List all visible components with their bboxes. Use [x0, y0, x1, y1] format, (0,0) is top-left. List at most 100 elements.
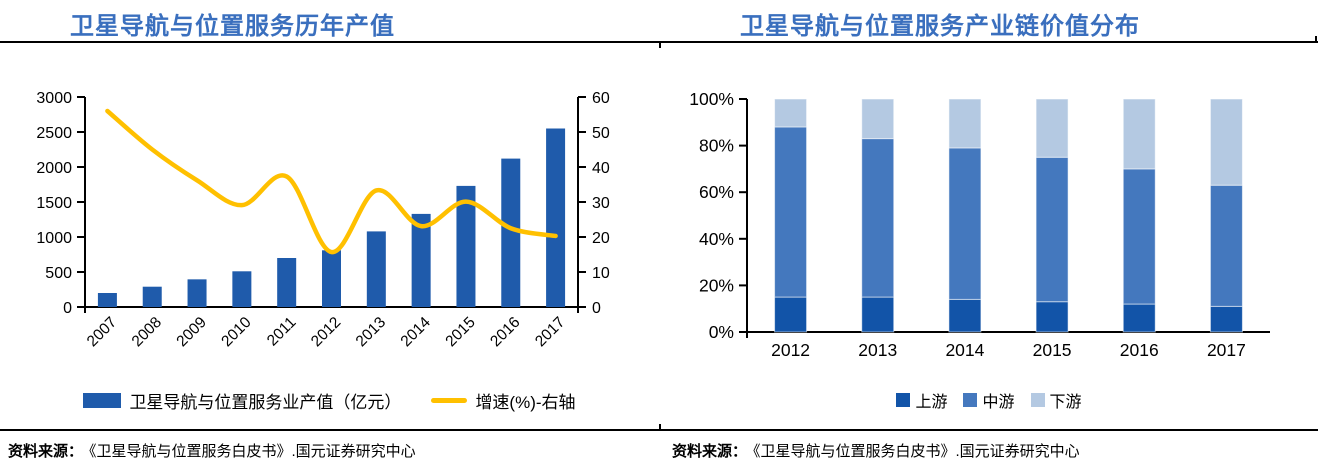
x-axis-label: 2012	[771, 340, 810, 360]
bar-2010	[232, 271, 252, 307]
segment-中游	[774, 126, 808, 298]
segment-中游	[861, 138, 895, 298]
x-axis-label: 2013	[858, 340, 897, 360]
source-label: 资料来源：	[8, 443, 84, 460]
segment-中游	[1122, 168, 1156, 305]
segment-下游	[1122, 98, 1156, 170]
svg-text:2011: 2011	[264, 314, 300, 350]
legend-label: 增速(%)-右轴	[475, 393, 576, 412]
stacked-bar-2015	[1035, 98, 1069, 333]
segment-上游	[1209, 305, 1243, 333]
right-axis-tick-label: 10	[592, 265, 610, 282]
segment-中游	[1209, 184, 1243, 307]
bar-2015	[456, 185, 476, 307]
square-swatch-icon	[896, 393, 911, 407]
source-text: 《卫星导航与位置服务白皮书》.国元证券研究中心	[753, 443, 1080, 460]
header-rule	[0, 41, 1318, 43]
bar-2009	[187, 279, 207, 307]
header-rule-right-notch	[1315, 36, 1317, 41]
svg-text:2010: 2010	[218, 314, 255, 351]
left-chart-legend: 卫星导航与位置服务业产值（亿元） 增速(%)-右轴	[0, 388, 659, 413]
y-axis-tick-label: 60%	[699, 182, 734, 202]
bar-2016	[501, 158, 521, 307]
segment-下游	[1209, 98, 1243, 186]
left-axis-tick-label: 1000	[36, 230, 72, 247]
stacked-bar-2016	[1122, 98, 1156, 333]
svg-text:2015: 2015	[442, 314, 478, 350]
legend-item-上游: 上游	[896, 388, 947, 412]
bar-2013	[366, 231, 386, 307]
y-axis-tick-label: 40%	[699, 229, 734, 249]
stacked-bar-2017	[1209, 98, 1243, 333]
svg-text:2013: 2013	[353, 314, 389, 350]
left-figure-panel: 卫星导航与位置服务历年产值 0 500 1000 1500 2000 2500 3000 0 1…	[0, 13, 659, 461]
legend-item-growth-rate: 增速(%)-右轴	[431, 388, 576, 413]
right-axis-tick-label: 0	[592, 300, 601, 317]
segment-中游	[948, 147, 982, 300]
source-text: 《卫星导航与位置服务白皮书》.国元证券研究中心	[89, 443, 416, 460]
x-axis-label: 2014	[398, 314, 435, 351]
segment-中游	[1035, 156, 1069, 303]
line-swatch-icon	[431, 398, 468, 403]
stacked-bar-2014	[948, 98, 982, 333]
svg-text:2014: 2014	[398, 314, 435, 351]
segment-下游	[774, 98, 808, 128]
left-axis-tick-label: 2000	[36, 160, 72, 177]
x-axis-label: 2012	[308, 314, 344, 350]
x-axis-label: 2017	[532, 314, 568, 350]
left-source-line: 资料来源： 《卫星导航与位置服务白皮书》.国元证券研究中心	[8, 440, 416, 461]
stacked-bar-2012	[774, 98, 808, 333]
legend-label: 下游	[1049, 394, 1082, 411]
square-swatch-icon	[963, 393, 978, 407]
left-axis-tick-label: 1500	[36, 195, 72, 212]
bar-2014	[411, 213, 431, 307]
legend-item-下游: 下游	[1030, 388, 1082, 412]
right-chart-legend: 上游 中游 下游	[660, 388, 1318, 412]
right-axis-tick-label: 60	[592, 90, 610, 107]
segment-上游	[1035, 301, 1069, 333]
output-value-bars	[97, 128, 566, 307]
svg-text:2008: 2008	[129, 314, 165, 350]
y-axis-tick-label: 80%	[699, 136, 734, 156]
footer-rule-center-notch	[659, 424, 661, 429]
right-axis-tick-label: 40	[592, 160, 610, 177]
legend-item-output-value: 卫星导航与位置服务业产值（亿元）	[83, 388, 401, 413]
stacked-bar-2013	[861, 98, 895, 333]
x-axis-label: 2015	[1033, 340, 1072, 360]
x-axis-label: 2009	[173, 314, 209, 350]
x-axis-label: 2015	[442, 314, 478, 350]
svg-text:2016: 2016	[487, 314, 523, 350]
x-axis-label: 2016	[1120, 340, 1159, 360]
growth-rate-line	[105, 108, 558, 255]
left-axis-tick-label: 2500	[36, 125, 72, 142]
segment-上游	[948, 298, 982, 333]
x-axis-label: 2017	[1207, 340, 1246, 360]
bar-2012	[322, 250, 341, 307]
legend-label: 卫星导航与位置服务业产值（亿元）	[129, 393, 402, 412]
bar-2008	[142, 286, 162, 307]
right-chart-axes: 0% 20% 40% 60% 80% 100%	[689, 89, 1270, 342]
legend-item-中游: 中游	[963, 388, 1015, 412]
svg-text:2012: 2012	[308, 314, 344, 350]
bar-2011	[277, 258, 297, 307]
bar-2017	[546, 128, 566, 307]
legend-label: 上游	[915, 394, 948, 411]
svg-text:2007: 2007	[84, 314, 120, 350]
right-figure-title: 卫星导航与位置服务产业链价值分布	[740, 13, 1140, 40]
x-axis-label: 2010	[218, 314, 255, 351]
right-chart-stacked-bar: 0% 20% 40% 60% 80% 100% 2012 2013 2014 2015 2016 20…	[689, 89, 1270, 360]
segment-上游	[1122, 303, 1156, 333]
segment-下游	[861, 98, 895, 140]
segment-上游	[861, 296, 895, 333]
source-label: 资料来源：	[672, 443, 748, 460]
left-axis-tick-label: 500	[45, 265, 72, 282]
left-figure-title: 卫星导航与位置服务历年产值	[70, 13, 395, 40]
left-axis-tick-label: 3000	[36, 90, 72, 107]
right-axis-tick-label: 50	[592, 125, 610, 142]
legend-label: 中游	[982, 394, 1015, 411]
segment-下游	[948, 98, 982, 149]
y-axis-tick-label: 100%	[689, 89, 734, 109]
header-rule-center-notch	[659, 43, 661, 48]
x-axis-label: 2008	[129, 314, 165, 350]
